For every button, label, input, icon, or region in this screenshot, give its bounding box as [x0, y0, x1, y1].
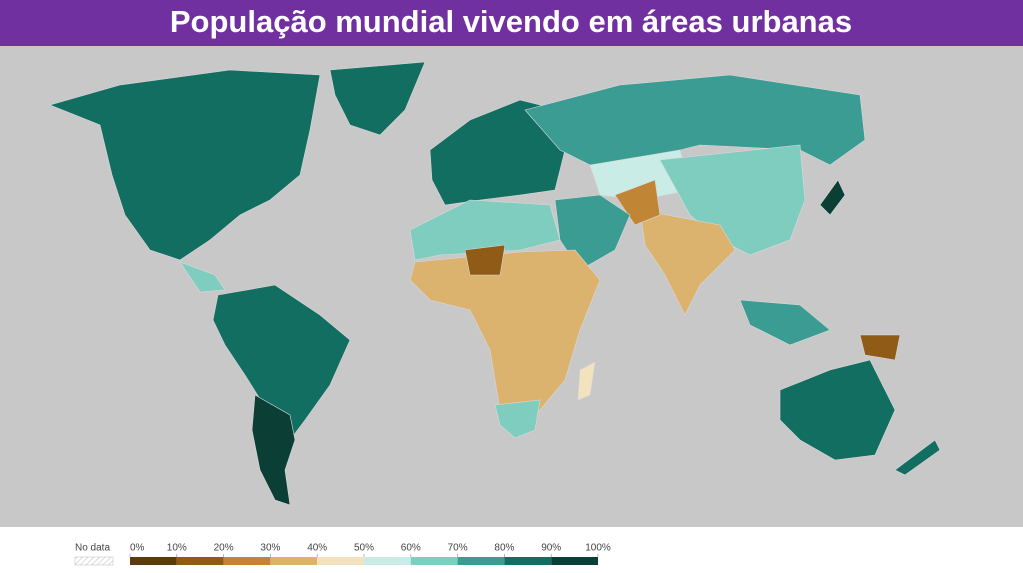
legend-swatch [504, 557, 552, 565]
legend-swatch [317, 557, 364, 565]
niger [464, 244, 506, 276]
europe [429, 99, 566, 206]
legend-tick-label: 90% [541, 543, 561, 554]
india [639, 209, 736, 316]
japan [819, 179, 846, 216]
map [49, 61, 941, 506]
papua-new-guinea [859, 334, 901, 361]
legend-tick-label: 100% [585, 543, 611, 554]
legend-swatch [551, 557, 598, 565]
north-america [49, 69, 321, 261]
madagascar [577, 361, 596, 401]
no-data-swatch [74, 556, 114, 566]
legend-tick-label: 30% [260, 543, 280, 554]
russia [524, 74, 866, 166]
legend-swatch [270, 557, 318, 565]
legend-tick-label: 20% [214, 543, 234, 554]
legend-swatch [457, 557, 505, 565]
legend-swatch [130, 557, 177, 565]
title: População mundial vivendo em áreas urban… [170, 4, 852, 39]
legend-tick-label: 70% [448, 543, 468, 554]
central-america [179, 261, 226, 293]
legend-tick-label: 0% [130, 543, 145, 554]
legend-tick-label: 80% [494, 543, 514, 554]
legend-swatch [176, 557, 224, 565]
legend-tick-label: 50% [354, 543, 374, 554]
legend-tick-label: 40% [307, 543, 327, 554]
no-data-label: No data [75, 543, 110, 554]
legend-tick-label: 10% [167, 543, 187, 554]
australia [779, 359, 896, 461]
south-africa [494, 399, 541, 439]
china [659, 144, 806, 256]
greenland [329, 61, 426, 136]
north-africa [409, 199, 561, 261]
legend-swatch [364, 557, 411, 565]
title-bar [0, 0, 1023, 46]
legend: No data 0% 10% 20% 30% 40% 50% 60% 70% 80% 90% 100… [74, 543, 611, 566]
legend-swatch [223, 557, 271, 565]
argentina [251, 394, 296, 506]
indonesia [739, 299, 831, 346]
legend-tick-label: 60% [401, 543, 421, 554]
south-america [212, 284, 351, 441]
new-zealand [894, 439, 941, 476]
legend-swatch [410, 557, 458, 565]
